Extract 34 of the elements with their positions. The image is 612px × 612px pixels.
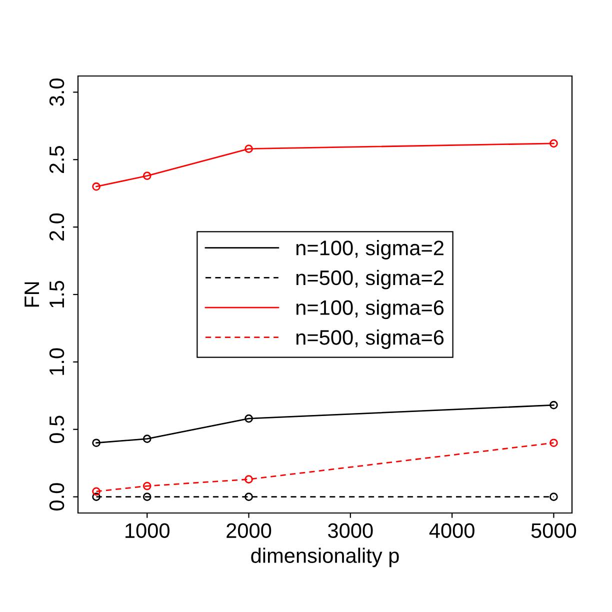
point	[142, 172, 152, 180]
point	[92, 487, 100, 496]
y-tick-label: 1.5	[50, 280, 64, 308]
y-axis-title: FN	[24, 282, 39, 307]
legend-label: n=100, sigma=6	[296, 300, 444, 320]
y-tick-label: 1.0	[49, 348, 64, 375]
x-tick-label: 4000	[429, 523, 474, 538]
point	[244, 475, 253, 484]
legend-label: n=500, sigma=6	[296, 330, 444, 349]
x-tick-label: 5000	[531, 523, 576, 538]
x-tick-label: 2000	[226, 523, 272, 538]
y-tick-label: 3.0	[49, 78, 64, 106]
point	[244, 414, 253, 423]
point	[142, 482, 152, 490]
point	[550, 438, 558, 448]
x-tick-label: 3000	[328, 523, 373, 538]
legend-label: n=100, sigma=2	[296, 240, 444, 260]
point	[142, 434, 152, 443]
point	[550, 139, 558, 148]
y-tick-label: 2.5	[49, 146, 64, 174]
point	[142, 492, 152, 501]
point	[244, 144, 253, 153]
point	[244, 492, 253, 501]
legend-label: n=500, sigma=2	[296, 270, 444, 290]
point	[550, 492, 558, 501]
point	[92, 182, 100, 191]
y-tick-label: 2.0	[49, 213, 64, 240]
x-axis-title: dimensionality p	[251, 548, 399, 568]
point	[550, 400, 558, 410]
point	[92, 492, 100, 501]
x-tick-label: 1000	[126, 523, 170, 538]
y-tick-label: 0.0	[49, 483, 64, 510]
point	[92, 438, 100, 448]
y-tick-label: 0.5	[49, 416, 64, 444]
